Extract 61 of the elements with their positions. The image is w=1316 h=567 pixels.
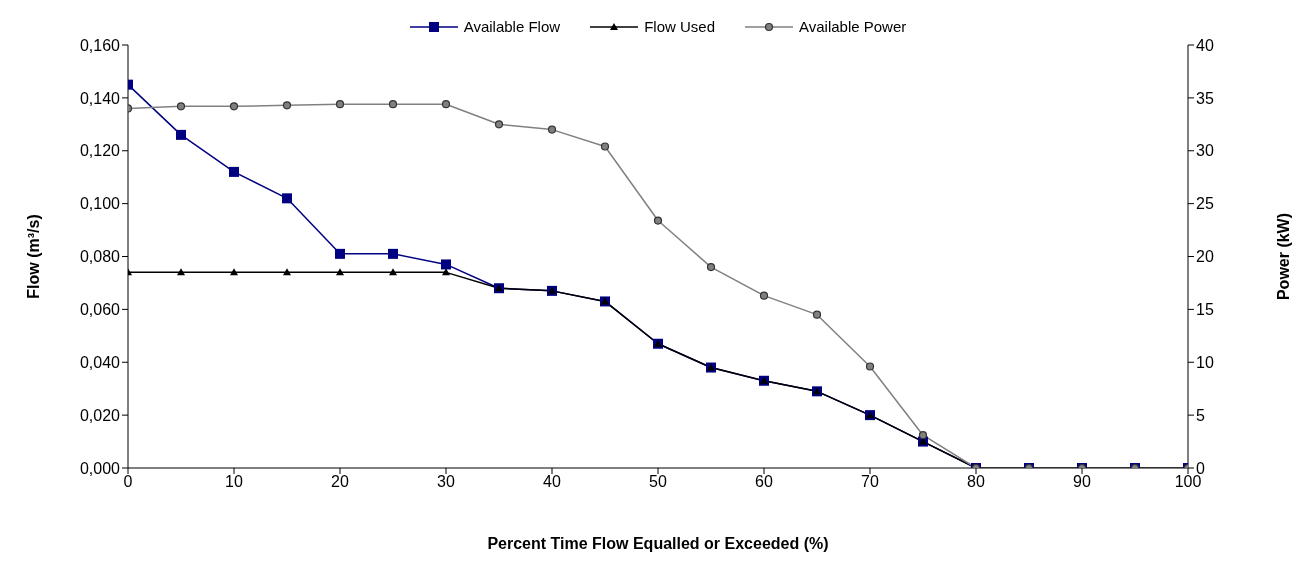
x-tick-label: 30 xyxy=(437,473,455,491)
y2-tick-label: 30 xyxy=(1196,142,1214,160)
y2-tick-label: 25 xyxy=(1196,195,1214,213)
x-tick-label: 20 xyxy=(331,473,349,491)
y-tick-label: 0,020 xyxy=(79,406,121,424)
x-tick-label: 0 xyxy=(123,473,133,491)
point xyxy=(706,262,716,272)
y2-axis-title: Power (kW) xyxy=(1274,212,1292,301)
point xyxy=(388,248,398,259)
point xyxy=(335,100,345,109)
point xyxy=(230,268,238,276)
x-tick-label: 60 xyxy=(755,473,773,491)
y-tick-label: 0,000 xyxy=(79,459,121,477)
point xyxy=(283,268,291,276)
point xyxy=(600,142,610,151)
y-tick-label: 0,100 xyxy=(79,195,121,213)
legend-label: Available Flow xyxy=(463,18,561,35)
point xyxy=(441,259,451,270)
point xyxy=(918,431,928,440)
point xyxy=(282,101,292,110)
y-tick-label: 0,060 xyxy=(79,301,121,319)
x-tick-label: 70 xyxy=(861,473,879,491)
y-tick-label: 0,120 xyxy=(79,142,121,160)
x-tick-label: 50 xyxy=(649,473,667,491)
point xyxy=(229,166,239,177)
y2-tick-label: 10 xyxy=(1196,353,1214,371)
point xyxy=(335,248,345,259)
y-tick-label: 0,040 xyxy=(79,353,121,371)
point xyxy=(229,102,239,111)
point xyxy=(494,120,504,129)
y-tick-label: 0,080 xyxy=(79,248,121,266)
x-tick-label: 40 xyxy=(543,473,561,491)
y2-tick-label: 35 xyxy=(1196,89,1214,107)
point xyxy=(812,310,822,319)
y2-tick-label: 15 xyxy=(1196,301,1214,319)
point xyxy=(336,268,344,276)
point xyxy=(653,216,663,225)
x-tick-label: 100 xyxy=(1174,473,1202,491)
x-tick-label: 90 xyxy=(1073,473,1091,491)
y2-tick-label: 40 xyxy=(1196,36,1214,54)
x-tick-label: 10 xyxy=(225,473,243,491)
point xyxy=(442,268,450,276)
y-tick-label: 0,140 xyxy=(79,89,121,107)
point xyxy=(176,129,186,140)
point xyxy=(177,268,185,276)
y2-tick-label: 5 xyxy=(1196,406,1205,424)
x-axis-title: Percent Time Flow Equalled or Exceeded (%) xyxy=(487,535,829,553)
point xyxy=(547,125,557,134)
y-tick-label: 0,160 xyxy=(79,36,121,54)
point xyxy=(865,362,875,371)
point xyxy=(176,102,186,111)
point xyxy=(388,100,398,109)
point xyxy=(389,268,397,276)
legend-label: Flow Used xyxy=(644,18,715,35)
point xyxy=(282,193,292,204)
legend-label: Available Power xyxy=(799,18,907,35)
x-tick-label: 80 xyxy=(967,473,985,491)
point xyxy=(441,100,451,109)
point xyxy=(759,291,769,300)
y-axis-title: Flow (m³/s) xyxy=(24,214,42,299)
y2-tick-label: 20 xyxy=(1196,248,1214,266)
